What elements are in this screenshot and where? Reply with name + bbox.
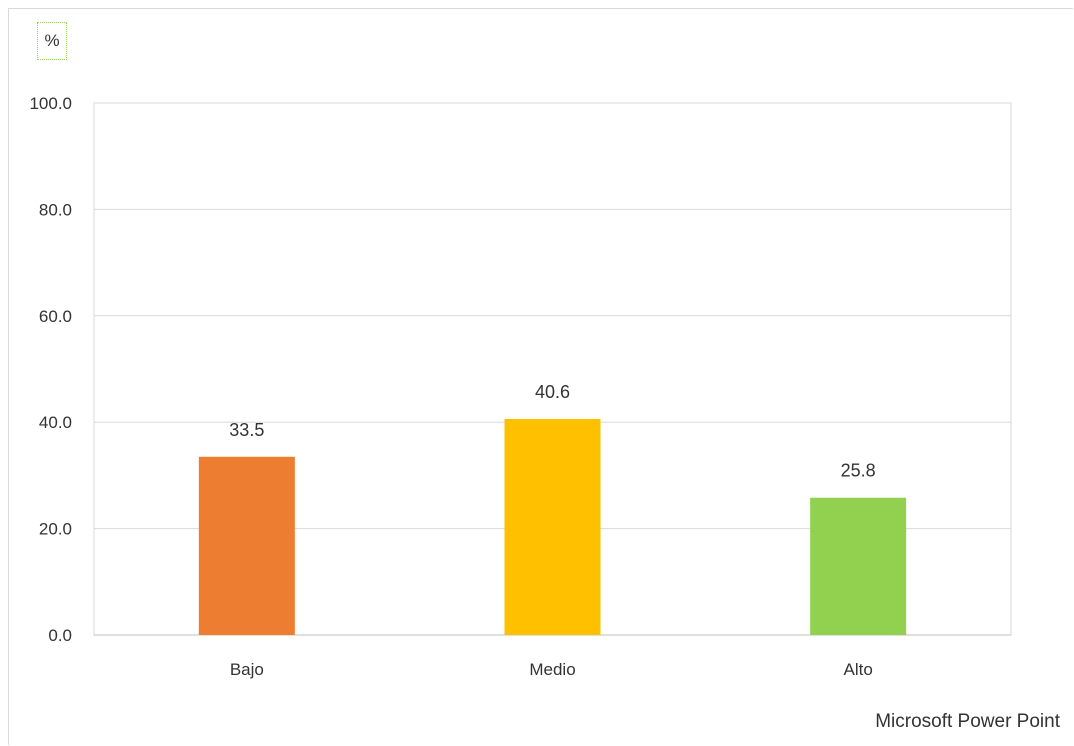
bar: [504, 419, 601, 635]
y-tick-label: 80.0: [39, 200, 72, 219]
y-tick-label: 40.0: [39, 413, 72, 432]
figure-border: [8, 8, 1073, 745]
data-label: 40.6: [535, 382, 570, 402]
y-tick-label: 0.0: [48, 626, 72, 645]
bar: [810, 497, 907, 635]
y-tick-label: 20.0: [39, 520, 72, 539]
unit-label: %: [37, 22, 67, 60]
bar: [198, 456, 295, 635]
y-tick-label: 100.0: [29, 94, 72, 113]
x-tick-label: Medio: [529, 660, 575, 679]
x-tick-label: Alto: [844, 660, 873, 679]
y-tick-label: 60.0: [39, 307, 72, 326]
data-label: 25.8: [841, 461, 876, 481]
x-tick-label: Bajo: [230, 660, 264, 679]
footer-note: Microsoft Power Point: [875, 711, 1060, 732]
data-label: 33.5: [229, 420, 264, 440]
